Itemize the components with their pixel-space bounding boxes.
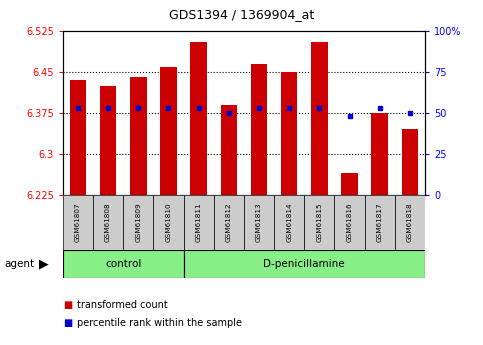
- Bar: [130, 78, 146, 195]
- Text: GSM61815: GSM61815: [316, 203, 322, 242]
- Text: ▶: ▶: [39, 257, 48, 270]
- Text: GSM61811: GSM61811: [196, 203, 201, 242]
- Text: GDS1394 / 1369904_at: GDS1394 / 1369904_at: [169, 8, 314, 21]
- Bar: [221, 105, 237, 195]
- Text: transformed count: transformed count: [77, 300, 168, 310]
- Text: control: control: [105, 259, 142, 269]
- Text: agent: agent: [5, 259, 35, 269]
- Bar: [154, 195, 184, 250]
- Bar: [341, 173, 358, 195]
- Bar: [93, 195, 123, 250]
- Bar: [395, 195, 425, 250]
- Bar: [184, 250, 425, 278]
- Bar: [334, 195, 365, 250]
- Bar: [402, 129, 418, 195]
- Bar: [123, 195, 154, 250]
- Bar: [244, 195, 274, 250]
- Text: GSM61812: GSM61812: [226, 203, 232, 242]
- Bar: [63, 250, 184, 278]
- Text: ■: ■: [63, 300, 72, 310]
- Bar: [70, 80, 86, 195]
- Text: GSM61818: GSM61818: [407, 203, 413, 242]
- Bar: [190, 42, 207, 195]
- Text: percentile rank within the sample: percentile rank within the sample: [77, 318, 242, 327]
- Text: D-penicillamine: D-penicillamine: [264, 259, 345, 269]
- Bar: [311, 42, 327, 195]
- Text: ■: ■: [63, 318, 72, 327]
- Bar: [371, 113, 388, 195]
- Text: GSM61813: GSM61813: [256, 203, 262, 242]
- Text: GSM61810: GSM61810: [166, 203, 171, 242]
- Text: GSM61817: GSM61817: [377, 203, 383, 242]
- Text: GSM61816: GSM61816: [347, 203, 353, 242]
- Bar: [63, 195, 93, 250]
- Bar: [304, 195, 334, 250]
- Bar: [365, 195, 395, 250]
- Bar: [213, 195, 244, 250]
- Text: GSM61814: GSM61814: [286, 203, 292, 242]
- Bar: [251, 64, 267, 195]
- Bar: [100, 86, 116, 195]
- Text: GSM61807: GSM61807: [75, 203, 81, 242]
- Text: GSM61808: GSM61808: [105, 203, 111, 242]
- Bar: [281, 72, 298, 195]
- Bar: [160, 67, 177, 195]
- Text: GSM61809: GSM61809: [135, 203, 141, 242]
- Bar: [184, 195, 213, 250]
- Bar: [274, 195, 304, 250]
